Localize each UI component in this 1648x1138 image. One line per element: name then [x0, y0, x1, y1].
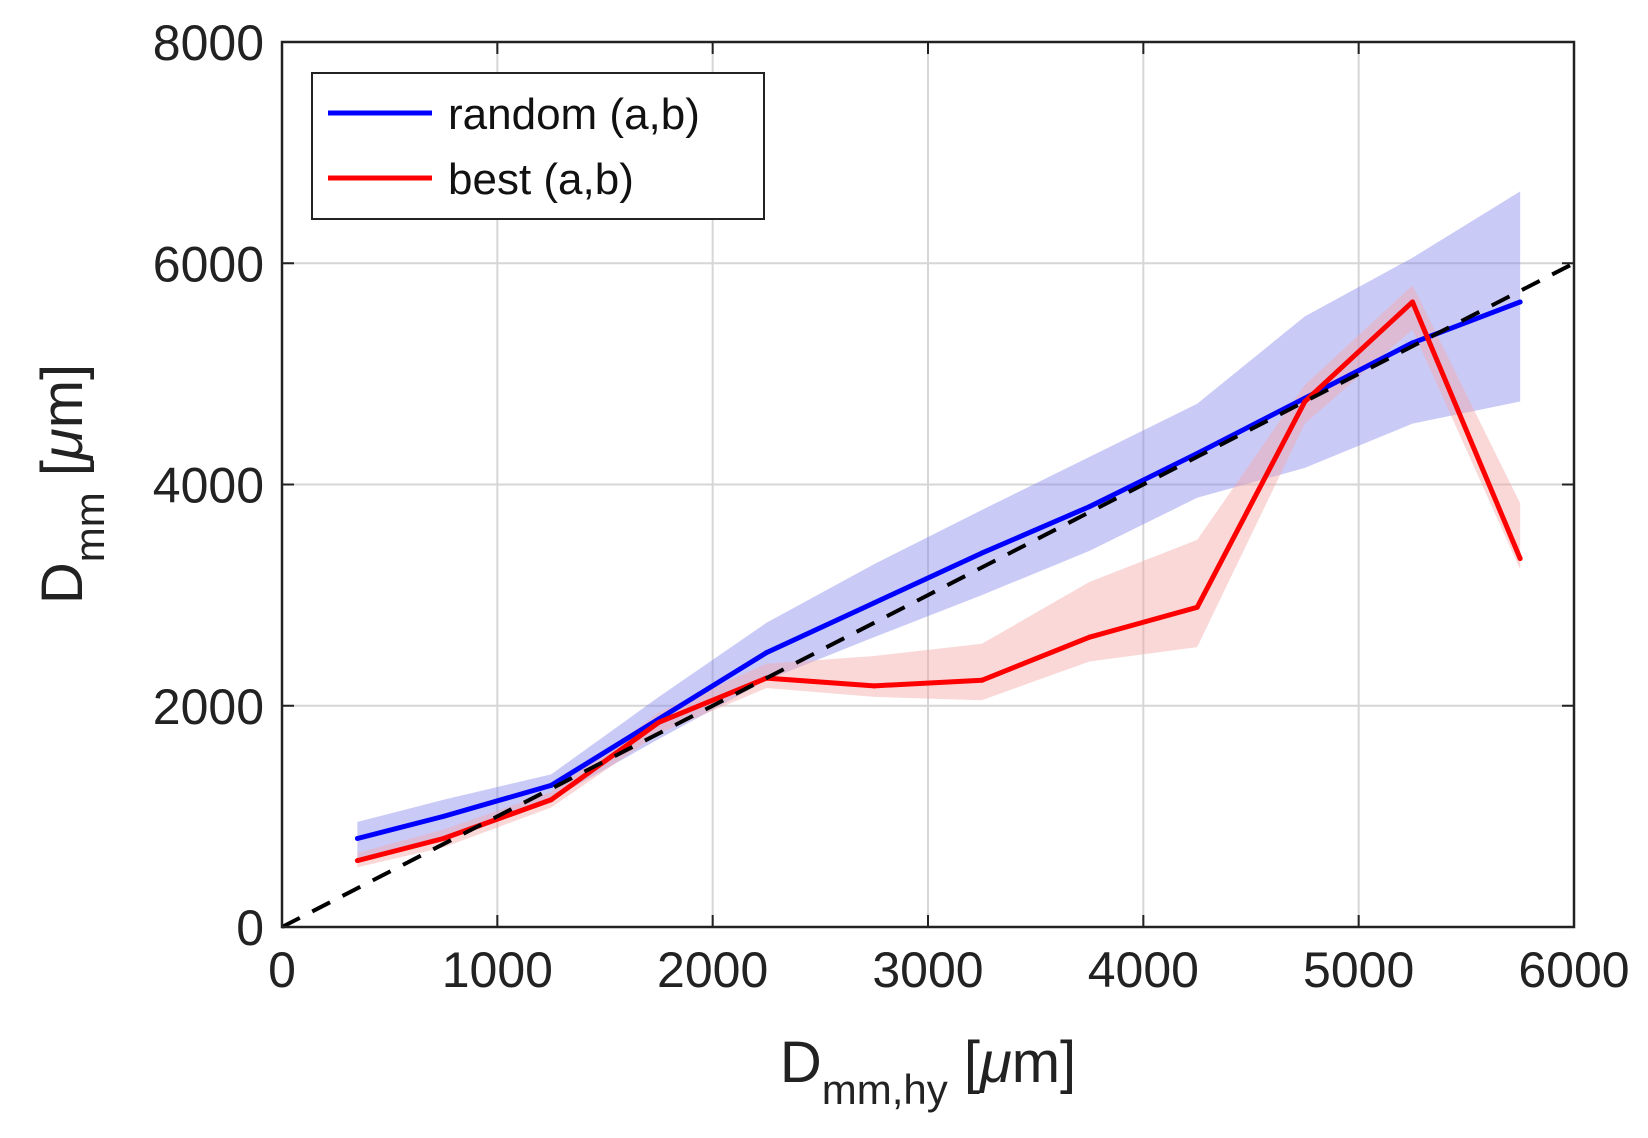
- y-axis-ticks: 0 2000 4000 6000 8000: [153, 15, 1574, 956]
- data-point-random: [871, 600, 877, 606]
- data-point-random: [1517, 299, 1523, 305]
- data-point-best: [871, 683, 877, 689]
- legend: random (a,b) best (a,b): [311, 72, 765, 220]
- x-tick-label: 1000: [442, 942, 553, 998]
- data-point-best: [548, 797, 554, 803]
- y-axis-label-mu: μ: [30, 428, 95, 462]
- y-tick-label: 8000: [153, 15, 264, 71]
- series-lines: [354, 299, 1523, 864]
- data-point-best: [1302, 399, 1308, 405]
- y-tick-label: 2000: [153, 679, 264, 735]
- x-tick-label: 4000: [1088, 942, 1199, 998]
- data-point-best: [441, 836, 446, 841]
- y-tick-label: 6000: [153, 236, 264, 292]
- x-axis-label-mu: μ: [978, 1030, 1012, 1095]
- data-point-best: [1517, 556, 1523, 562]
- x-axis-label-unit-suffix: m]: [1012, 1030, 1076, 1095]
- data-point-best: [656, 719, 662, 725]
- legend-label-random: random (a,b): [448, 90, 700, 139]
- confidence-bands: [357, 191, 1521, 868]
- data-point-random: [441, 813, 446, 819]
- legend-box: [311, 72, 765, 220]
- legend-label-best: best (a,b): [448, 155, 634, 204]
- y-tick-label: 0: [236, 900, 264, 956]
- x-axis-label-main: D: [780, 1030, 822, 1095]
- x-tick-label: 5000: [1303, 942, 1414, 998]
- x-axis-ticks: 0 1000 2000 3000 4000 5000 6000: [268, 42, 1630, 998]
- data-point-best: [1087, 634, 1092, 640]
- band-best: [357, 285, 1521, 868]
- y-axis-label-sub: mm: [66, 492, 113, 562]
- x-tick-label: 0: [268, 942, 296, 998]
- data-point-best: [354, 858, 360, 864]
- data-point-best: [979, 677, 985, 683]
- x-tick-label: 6000: [1518, 942, 1629, 998]
- x-axis-label-sub: mm,hy: [822, 1066, 948, 1113]
- y-axis-label-unit-prefix: [: [30, 460, 95, 492]
- series-line-random: [356, 299, 1522, 841]
- x-tick-label: 2000: [657, 942, 768, 998]
- x-axis-label-unit-prefix: [: [948, 1030, 980, 1095]
- x-axis-label: Dmm,hy [μm]: [780, 1030, 1076, 1113]
- y-axis-label-unit-suffix: m]: [30, 364, 95, 428]
- y-axis-label: Dmm [μm]: [30, 364, 113, 604]
- data-point-random: [548, 782, 554, 788]
- data-point-best: [1410, 299, 1415, 305]
- y-axis-label-main: D: [30, 562, 95, 604]
- x-tick-label: 3000: [872, 942, 983, 998]
- data-point-random: [354, 836, 360, 841]
- y-tick-label: 4000: [153, 458, 264, 514]
- reference-line: [281, 261, 1575, 929]
- data-point-random: [979, 550, 985, 556]
- identity-line: [281, 261, 1575, 929]
- series-line-best: [356, 299, 1523, 864]
- data-point-random: [764, 650, 769, 656]
- data-point-best: [1194, 604, 1200, 610]
- data-point-random: [1087, 504, 1092, 510]
